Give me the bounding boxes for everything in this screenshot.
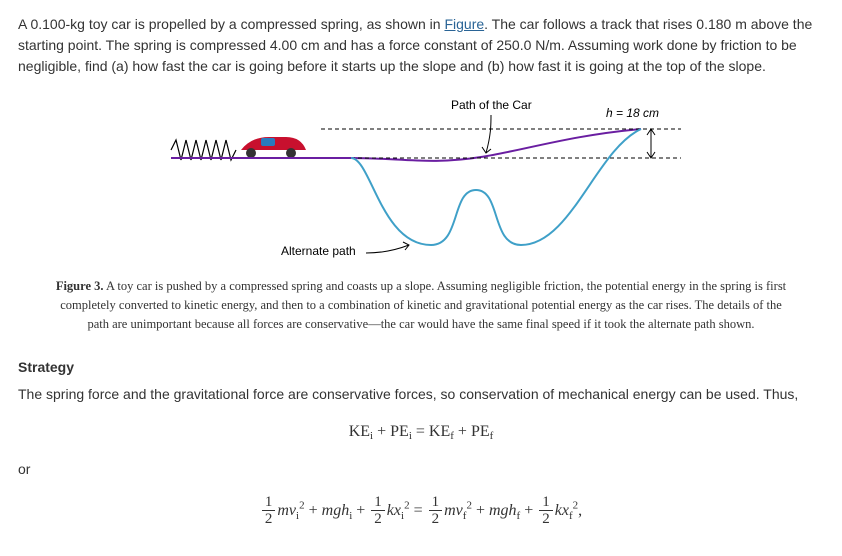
figure-caption: Figure 3. A toy car is pushed by a compr… [48, 277, 794, 333]
half-3: 12 [429, 494, 443, 528]
strategy-text: The spring force and the gravitational f… [18, 384, 824, 405]
figure-caption-text: A toy car is pushed by a compressed spri… [60, 279, 786, 331]
path-of-car [351, 129, 641, 161]
equation-2: 12mvi2 + mghi + 12kxi2 = 12mvf2 + mghf +… [18, 494, 824, 528]
problem-text-before: A 0.100-kg toy car is propelled by a com… [18, 16, 444, 32]
figure-caption-label: Figure 3. [56, 279, 104, 293]
strategy-heading: Strategy [18, 357, 824, 378]
figure-container: Path of the Car h = 18 cm Alternate path [18, 95, 824, 265]
path-label: Path of the Car [451, 98, 532, 112]
half-2: 12 [371, 494, 385, 528]
height-marker [647, 129, 655, 158]
alt-label-pointer [366, 242, 409, 253]
equation-1: KEi + PEi = KEf + PEf [18, 419, 824, 445]
half-4: 12 [539, 494, 553, 528]
figure-link[interactable]: Figure [444, 16, 484, 32]
h-label: h = 18 cm [606, 106, 659, 120]
path-label-pointer [482, 115, 491, 153]
figure-svg: Path of the Car h = 18 cm Alternate path [151, 95, 691, 265]
alt-label: Alternate path [281, 244, 356, 258]
problem-statement: A 0.100-kg toy car is propelled by a com… [18, 14, 824, 77]
alternate-path [351, 129, 641, 245]
toy-car-icon [241, 137, 306, 158]
or-text: or [18, 459, 824, 480]
half-1: 12 [262, 494, 276, 528]
